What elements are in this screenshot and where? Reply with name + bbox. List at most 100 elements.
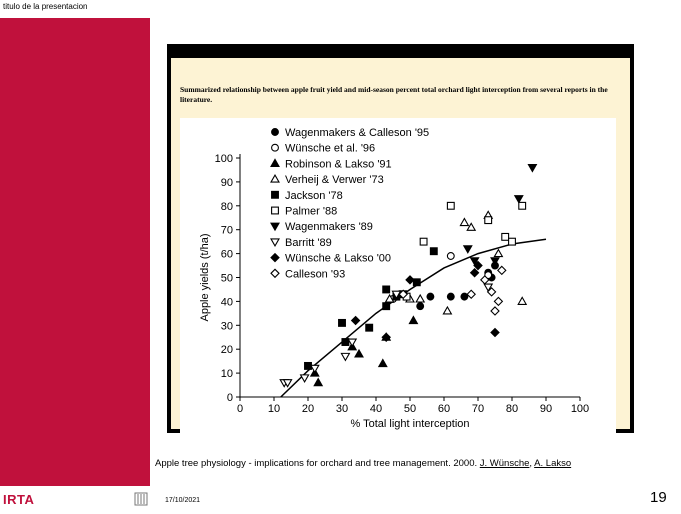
y-tick-label: 10 — [221, 368, 233, 380]
page-number: 19 — [650, 489, 667, 506]
legend-label: Verheij & Verwer '73 — [285, 174, 384, 186]
data-point — [493, 248, 504, 258]
data-point — [508, 237, 516, 246]
slide-accent-bar — [0, 18, 150, 486]
data-point — [426, 292, 435, 301]
data-point — [338, 318, 346, 327]
legend-marker — [271, 190, 279, 199]
data-point — [497, 265, 507, 276]
x-tick-label: 50 — [404, 403, 416, 415]
y-tick-label: 30 — [221, 320, 233, 332]
y-tick-label: 20 — [221, 344, 233, 356]
x-tick-label: 30 — [336, 403, 348, 415]
legend-marker — [270, 238, 280, 248]
data-point — [469, 267, 480, 278]
data-point — [341, 338, 350, 346]
x-tick-label: 40 — [370, 403, 382, 415]
figure-caption: Summarized relationship between apple fr… — [180, 85, 608, 104]
legend-label: Jackson '78 — [285, 190, 343, 202]
slide-date: 17/10/2021 — [165, 497, 201, 504]
data-point — [462, 245, 473, 254]
data-point — [313, 377, 324, 387]
legend-label: Wünsche et al. '96 — [285, 143, 375, 155]
data-point — [309, 364, 320, 374]
data-point — [350, 315, 361, 326]
data-point — [429, 247, 438, 256]
legend-marker — [270, 268, 280, 279]
y-tick-label: 90 — [221, 177, 233, 189]
x-tick-label: 90 — [540, 403, 552, 415]
data-point — [304, 361, 312, 370]
data-point — [446, 201, 455, 210]
data-point — [490, 257, 500, 266]
data-point — [484, 271, 493, 280]
data-point — [398, 289, 408, 300]
legend-label: Robinson & Lakso '91 — [285, 158, 392, 170]
data-point — [490, 327, 500, 338]
x-tick-label: 70 — [472, 403, 484, 415]
x-axis-label: % Total light interception — [350, 418, 469, 430]
y-axis-label: Apple yields (t/ha) — [199, 233, 211, 321]
legend-marker — [270, 158, 280, 167]
legend-label: Calleson '93 — [285, 268, 345, 280]
data-point — [381, 332, 391, 343]
data-point — [384, 293, 395, 303]
slide-header-title: titulo de la presentacion — [3, 2, 88, 11]
data-point — [446, 292, 455, 301]
legend-marker — [270, 173, 280, 183]
figure-frame: Summarized relationship between apple fr… — [167, 44, 634, 434]
data-point — [419, 237, 428, 246]
legend-label: Palmer '88 — [285, 206, 337, 218]
data-point — [347, 338, 358, 348]
citation-author-link[interactable]: J. Wünsche — [479, 458, 530, 469]
y-tick-label: 60 — [221, 249, 233, 261]
data-point — [282, 379, 293, 388]
plot-panel: 0 10 20 30 40 50 60 70 80 90 100 0 10 20 30 40 50 60 70 80 9… — [180, 118, 616, 434]
citation-author-link[interactable]: A. Lakso — [534, 458, 572, 469]
data-point — [416, 302, 425, 311]
y-tick-label: 40 — [221, 296, 233, 308]
data-point — [408, 315, 419, 325]
y-tick-label: 70 — [221, 225, 233, 237]
data-point — [517, 296, 528, 305]
y-tick-label: 0 — [227, 392, 233, 404]
data-point — [484, 216, 493, 225]
data-point — [480, 275, 490, 285]
legend-label: Wagenmakers '89 — [285, 221, 373, 233]
data-point — [382, 302, 391, 311]
x-tick-label: 60 — [438, 403, 450, 415]
legend-marker — [271, 143, 279, 152]
x-tick-label: 10 — [268, 403, 280, 415]
data-point — [466, 222, 477, 231]
data-point — [483, 283, 494, 293]
legend-label: Wünsche & Lakso '00 — [285, 253, 391, 265]
irta-logo: IRTA — [3, 492, 35, 507]
data-point — [490, 306, 500, 316]
data-point — [446, 252, 455, 260]
y-tick-label: 100 — [215, 153, 233, 165]
data-point — [412, 278, 421, 287]
x-tick-label: 0 — [237, 403, 243, 415]
data-point — [405, 275, 415, 285]
figure-background: Summarized relationship between apple fr… — [171, 58, 630, 434]
data-point — [382, 285, 391, 294]
data-point — [442, 305, 453, 315]
data-point — [459, 217, 470, 227]
data-point — [415, 293, 426, 303]
legend-label: Barritt '89 — [285, 237, 332, 249]
legend-marker — [270, 222, 280, 232]
citation-text: Apple tree physiology - implications for… — [155, 458, 478, 469]
data-point — [460, 292, 469, 301]
fit-curve — [280, 238, 547, 398]
scatter-chart: 0 10 20 30 40 50 60 70 80 90 100 0 10 20 30 40 50 60 70 80 9… — [199, 127, 589, 430]
citation-separator: , — [529, 458, 533, 469]
data-point — [501, 232, 510, 241]
data-point — [469, 257, 480, 266]
data-point — [377, 358, 388, 368]
data-point — [354, 348, 364, 358]
data-point — [466, 289, 476, 300]
y-tick-label: 80 — [221, 201, 233, 213]
data-point — [493, 296, 504, 307]
legend-marker — [271, 128, 279, 136]
y-tick-label: 50 — [221, 273, 233, 285]
